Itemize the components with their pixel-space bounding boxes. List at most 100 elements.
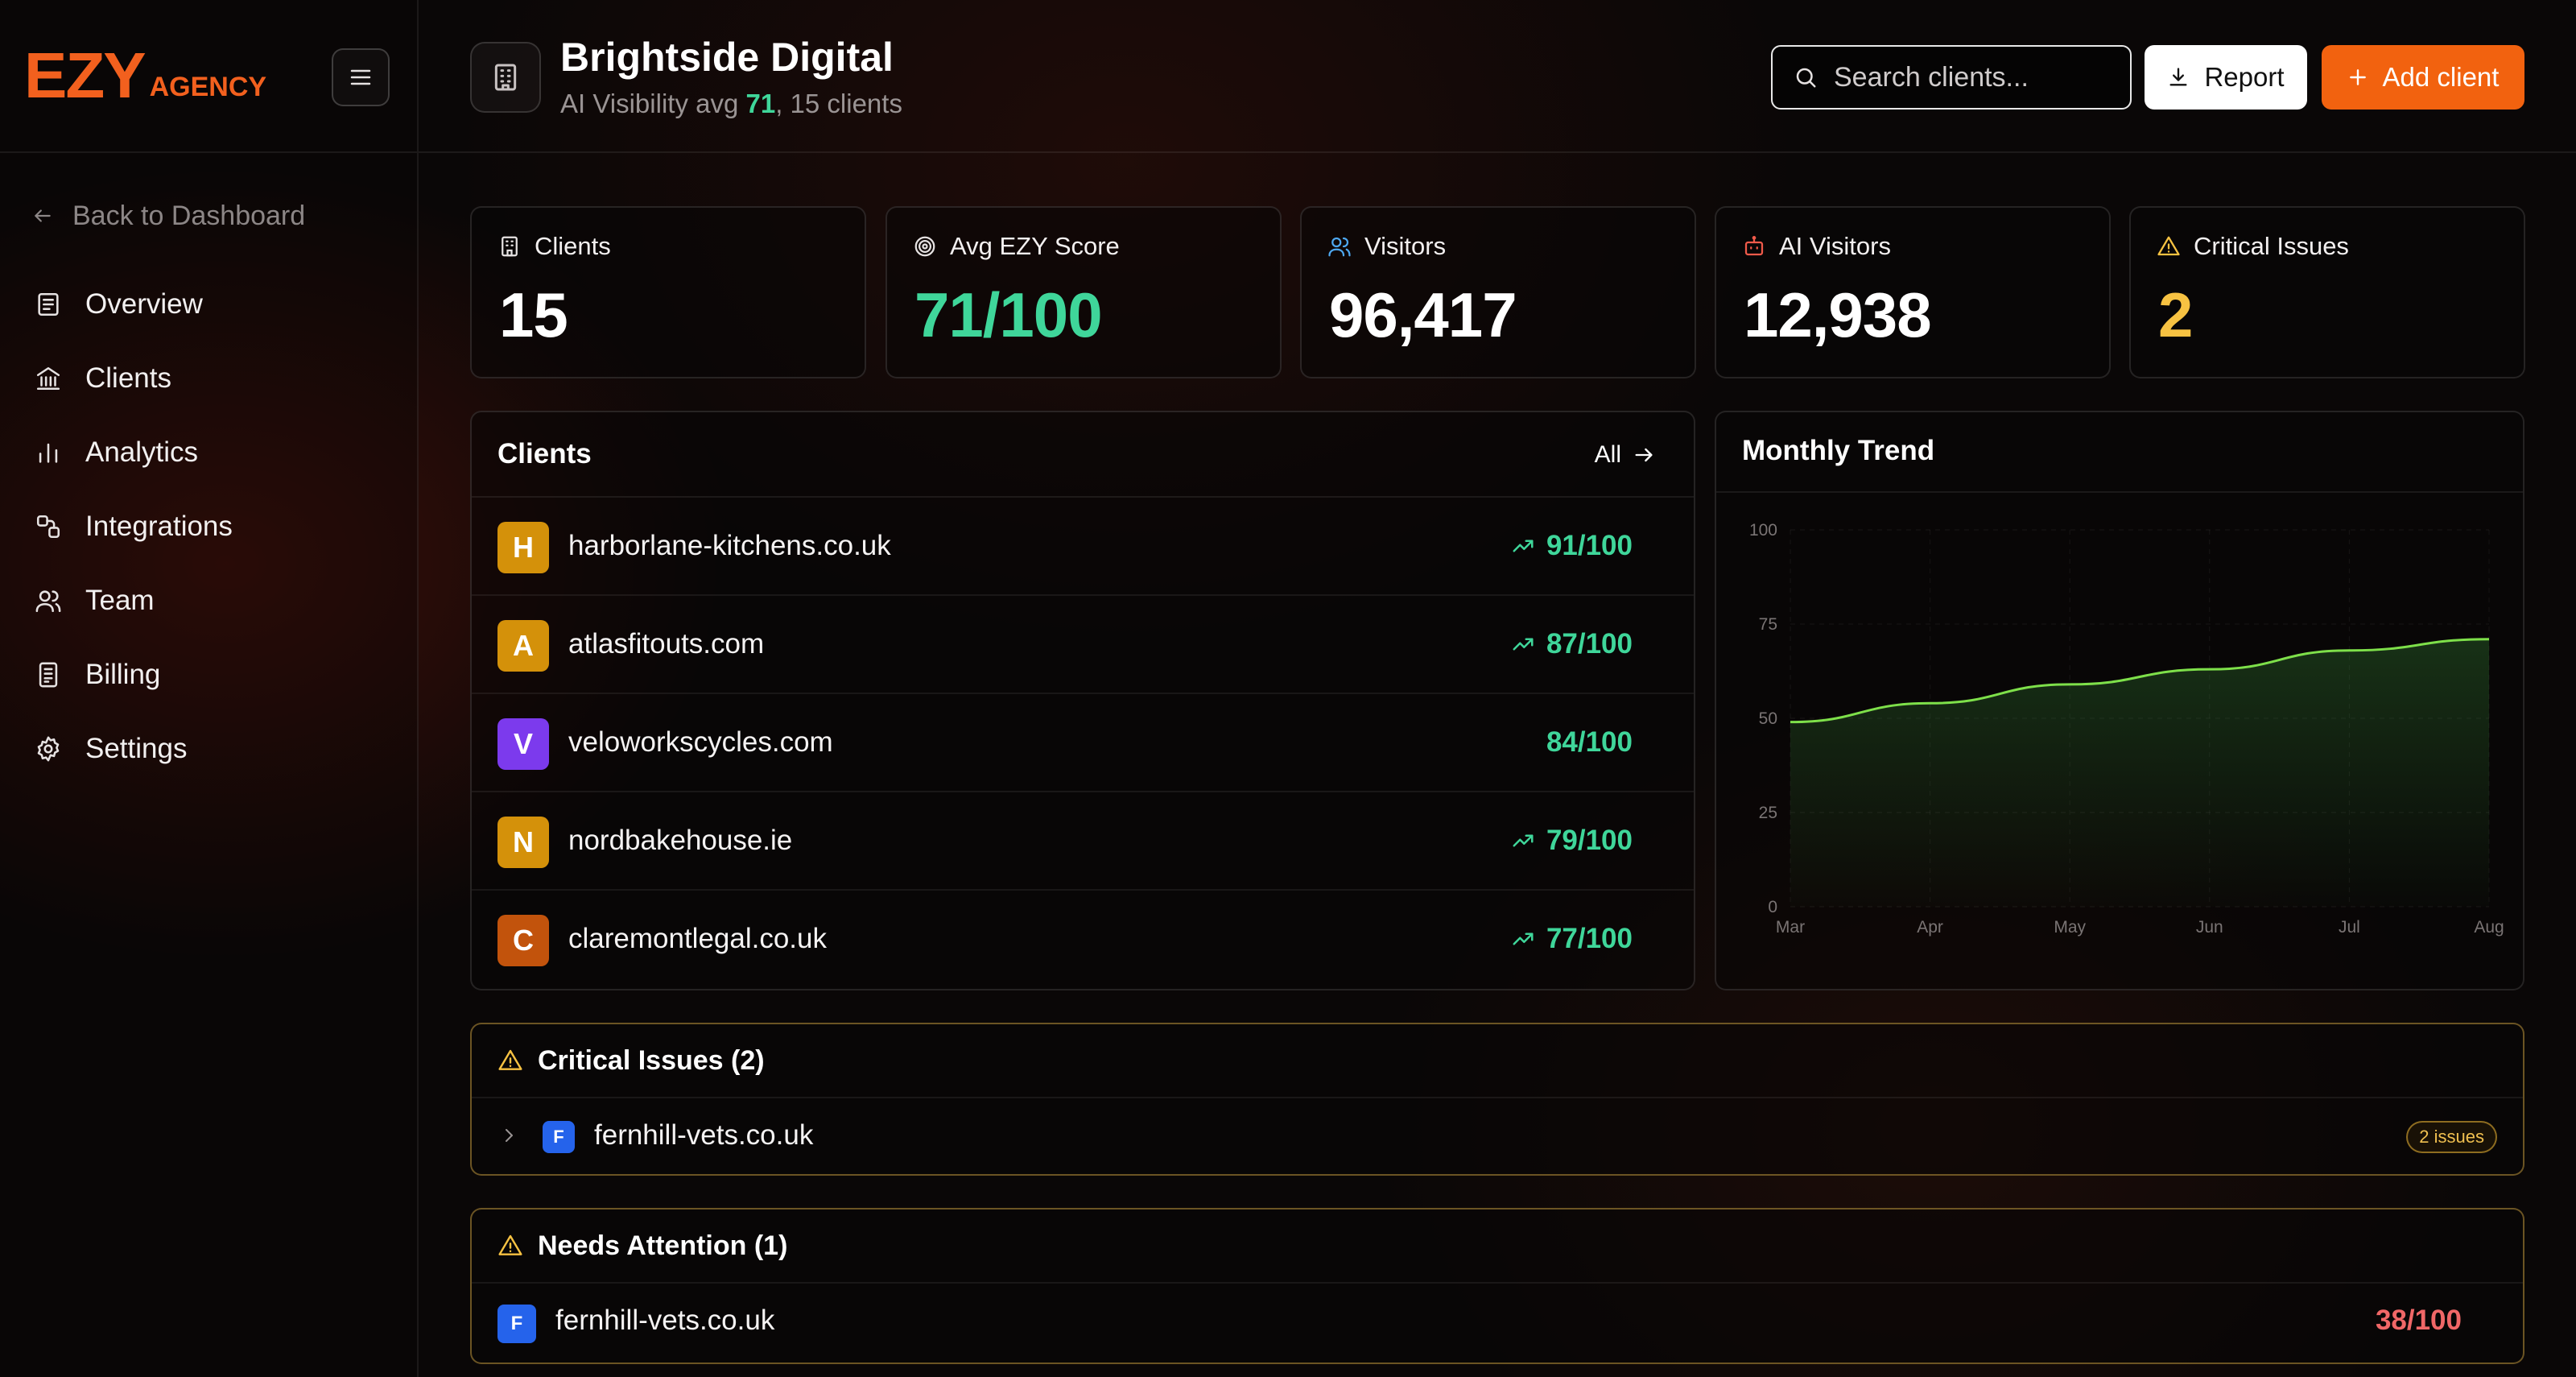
client-score: 87/100 xyxy=(1511,628,1633,660)
sidebar-item-label: Analytics xyxy=(85,436,199,468)
sidebar-item-team[interactable]: Team xyxy=(0,564,417,638)
download-icon xyxy=(2169,68,2187,86)
y-tick-label: 50 xyxy=(1759,709,1777,728)
stat-card-critical-issues: Critical Issues 2 xyxy=(2129,206,2525,378)
needs-attention-title: Needs Attention (1) xyxy=(538,1230,788,1261)
client-row[interactable]: V veloworkscycles.com 84/100 xyxy=(472,694,1694,792)
client-avatar: N xyxy=(497,817,549,868)
client-score-value: 91/100 xyxy=(1546,530,1633,561)
back-label: Back to Dashboard xyxy=(72,200,306,231)
critical-issues-header[interactable]: Critical Issues (2) xyxy=(472,1024,2523,1098)
sidebar-item-label: Team xyxy=(85,585,155,616)
sidebar-item-label: Settings xyxy=(85,733,188,764)
client-name: atlasfitouts.com xyxy=(568,628,765,660)
all-label: All xyxy=(1594,441,1621,468)
logo[interactable]: EZY AGENCY xyxy=(24,43,266,108)
critical-issue-row[interactable]: F fernhill-vets.co.uk 2 issues xyxy=(472,1098,2523,1174)
billing-icon xyxy=(34,660,63,689)
warning-icon xyxy=(2157,236,2180,256)
search-input[interactable] xyxy=(1834,61,2107,93)
monthly-trend-chart: 0 25 50 75 100 Mar Apr May Jun Jul Aug xyxy=(1749,521,2504,937)
trending-up-icon xyxy=(1513,834,1534,847)
client-row[interactable]: H harborlane-kitchens.co.uk 91/100 xyxy=(472,498,1694,596)
client-score: 79/100 xyxy=(1511,825,1633,857)
sidebar-nav: Overview Clients Analytics Integrations xyxy=(0,267,417,786)
x-tick-label: Mar xyxy=(1776,918,1805,937)
trend-area xyxy=(1790,639,2489,907)
clients-panel-header: Clients All xyxy=(472,412,1694,498)
stat-value: 12,938 xyxy=(1744,279,1932,350)
add-client-button[interactable]: Add client xyxy=(2322,45,2524,110)
x-tick-label: May xyxy=(2054,918,2086,937)
users-icon xyxy=(1328,237,1351,257)
trend-panel-title: Monthly Trend xyxy=(1742,435,1935,466)
report-button[interactable]: Report xyxy=(2145,45,2307,110)
client-score: 91/100 xyxy=(1511,530,1633,562)
y-tick-label: 100 xyxy=(1749,521,1777,540)
menu-toggle-button[interactable] xyxy=(332,48,390,106)
sidebar-item-label: Overview xyxy=(85,288,203,320)
trend-panel-header: Monthly Trend xyxy=(1716,412,2523,493)
y-tick-label: 75 xyxy=(1759,615,1777,634)
needs-attention-header[interactable]: Needs Attention (1) xyxy=(472,1210,2523,1284)
y-tick-label: 0 xyxy=(1768,898,1777,916)
client-name: claremontlegal.co.uk xyxy=(568,923,827,954)
sidebar-item-label: Billing xyxy=(85,659,161,690)
logo-main: EZY xyxy=(24,39,147,111)
client-row[interactable]: N nordbakehouse.ie 79/100 xyxy=(472,792,1694,891)
client-row[interactable]: A atlasfitouts.com 87/100 xyxy=(472,596,1694,694)
x-tick-label: Apr xyxy=(1917,918,1943,937)
stat-label-text: AI Visitors xyxy=(1779,232,1891,260)
critical-issues-title: Critical Issues (2) xyxy=(538,1044,765,1076)
stat-card-clients: Clients 15 xyxy=(470,206,866,378)
warning-icon xyxy=(498,1049,522,1070)
client-avatar: F xyxy=(543,1121,575,1153)
stat-label: Avg EZY Score xyxy=(913,232,1120,261)
client-avatar: H xyxy=(497,522,549,573)
back-to-dashboard-link[interactable]: Back to Dashboard xyxy=(0,196,417,235)
subtitle-prefix: AI Visibility avg xyxy=(560,89,746,118)
page-title: Brightside Digital xyxy=(560,35,894,80)
view-all-clients-link[interactable]: All xyxy=(1595,441,1655,469)
client-avatar: V xyxy=(497,718,549,770)
hamburger-icon xyxy=(350,69,371,85)
client-score: 38/100 xyxy=(2375,1305,2462,1336)
team-icon xyxy=(34,586,63,615)
chevron-right-icon[interactable] xyxy=(499,1124,518,1147)
sidebar-item-clients[interactable]: Clients xyxy=(0,341,417,416)
stat-card-visitors: Visitors 96,417 xyxy=(1300,206,1696,378)
client-score: 77/100 xyxy=(1511,923,1633,955)
clients-panel: Clients All H harborlane-kitchens.co.uk … xyxy=(470,411,1695,990)
stat-label-text: Critical Issues xyxy=(2194,232,2349,260)
subtitle-avg: 71 xyxy=(745,89,776,118)
building-icon xyxy=(502,236,518,257)
integrations-icon xyxy=(34,512,63,541)
page-subtitle: AI Visibility avg 71, 15 clients xyxy=(560,89,902,119)
client-avatar: F xyxy=(497,1305,536,1343)
sidebar-item-settings[interactable]: Settings xyxy=(0,712,417,786)
robot-icon xyxy=(1744,236,1764,256)
client-name: veloworkscycles.com xyxy=(568,726,833,758)
critical-issues-panel: Critical Issues (2) F fernhill-vets.co.u… xyxy=(470,1023,2524,1176)
sidebar-item-label: Integrations xyxy=(85,511,233,542)
stat-label-text: Avg EZY Score xyxy=(950,232,1120,260)
sidebar-item-analytics[interactable]: Analytics xyxy=(0,416,417,490)
needs-attention-row[interactable]: F fernhill-vets.co.uk 38/100 xyxy=(472,1284,2523,1359)
plus-icon xyxy=(2349,69,2366,85)
x-tick-label: Jun xyxy=(2196,918,2223,937)
trending-up-icon xyxy=(1513,540,1534,552)
client-name: fernhill-vets.co.uk xyxy=(555,1305,775,1336)
y-tick-label: 25 xyxy=(1759,804,1777,822)
client-row[interactable]: C claremontlegal.co.uk 77/100 xyxy=(472,891,1694,989)
sidebar-item-billing[interactable]: Billing xyxy=(0,638,417,712)
search-box[interactable] xyxy=(1771,45,2132,110)
stat-value: 96,417 xyxy=(1329,279,1517,350)
needs-attention-panel: Needs Attention (1) F fernhill-vets.co.u… xyxy=(470,1208,2524,1364)
sidebar-item-integrations[interactable]: Integrations xyxy=(0,490,417,564)
sidebar: EZY AGENCY Back to Dashboard Overview xyxy=(0,0,419,1377)
stat-label-text: Clients xyxy=(535,232,611,260)
stat-label-text: Visitors xyxy=(1364,232,1447,260)
sidebar-item-overview[interactable]: Overview xyxy=(0,267,417,341)
client-score: 84/100 xyxy=(1546,726,1633,759)
client-avatar: C xyxy=(497,915,549,966)
